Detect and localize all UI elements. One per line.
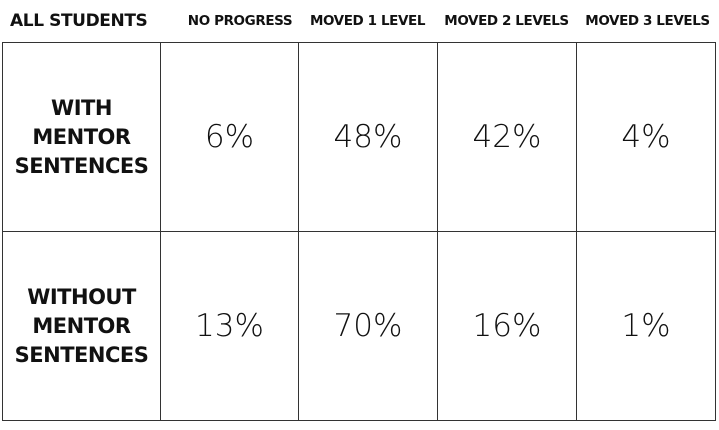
cell: 6% (160, 42, 299, 232)
header-cell: NO PROGRESS (187, 13, 293, 29)
cell: 48% (298, 42, 438, 232)
cell: 1% (576, 231, 716, 421)
header-cell: MOVED 2 LEVELS (444, 13, 569, 29)
cell: 4% (576, 42, 716, 232)
results-table: WITH MENTOR SENTENCES 6% 48% 42% 4% WITH… (2, 42, 716, 421)
cell: 42% (437, 42, 577, 232)
header-cell: MOVED 1 LEVEL (309, 13, 426, 29)
cell: 70% (298, 231, 438, 421)
cell: 13% (160, 231, 299, 421)
row-label: WITH MENTOR SENTENCES (2, 42, 161, 232)
cell: 16% (437, 231, 577, 421)
table-row: WITHOUT MENTOR SENTENCES 13% 70% 16% 1% (2, 231, 716, 421)
table-row: WITH MENTOR SENTENCES 6% 48% 42% 4% (2, 42, 716, 232)
header-cell: MOVED 3 LEVELS (585, 13, 710, 29)
row-label: WITHOUT MENTOR SENTENCES (2, 231, 161, 421)
header-cell: ALL STUDENTS (10, 11, 148, 31)
